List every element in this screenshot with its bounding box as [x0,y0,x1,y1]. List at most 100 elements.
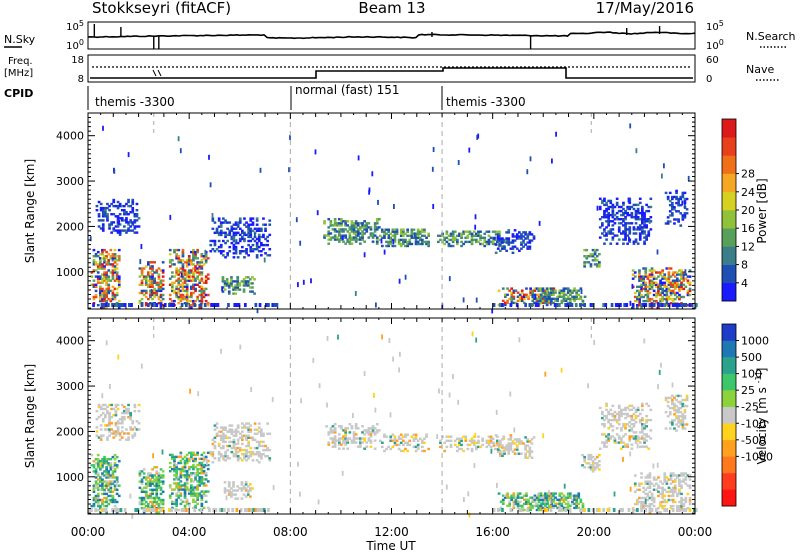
colorbar-tick-label: 8 [741,259,748,272]
echo-cell [96,430,99,432]
echo-cell [346,427,349,429]
echo-speck [326,403,328,408]
echo-cell [682,403,685,405]
echo-cell [107,284,110,286]
echo-cell [540,509,543,511]
echo-cell [507,451,510,453]
echo-cell [493,442,496,444]
echo-cell [653,476,656,478]
echo-cell [205,495,208,497]
echo-cell [138,428,141,430]
echo-cell [110,487,113,489]
echo-cell [131,428,134,430]
echo-cell [443,243,446,245]
echo-speck [208,155,210,160]
echo-cell [674,487,677,489]
echo-cell [160,487,163,489]
echo-cell [657,485,660,487]
echo-cell [446,231,449,233]
echo-cell [669,413,672,415]
echo-cell [119,213,122,215]
echo-cell [616,433,619,435]
echo-speck [653,464,655,469]
echo-cell [264,228,267,230]
echo-cell [355,241,358,243]
echo-cell [601,222,604,224]
echo-cell [363,241,366,243]
cpid-mode-1: themis -3300 [95,95,175,109]
echo-cell [641,429,644,431]
echo-cell [659,480,662,482]
ground-echo [501,303,504,307]
ground-echo [653,303,656,307]
echo-cell [684,427,687,429]
echo-cell [686,423,689,425]
echo-cell [378,429,381,431]
echo-speck [475,338,477,343]
ground-echo [120,508,123,512]
echo-cell [639,413,642,415]
echo-cell [640,476,643,478]
echo-cell [413,229,416,231]
ground-echo [575,303,578,307]
echo-cell [506,287,509,289]
echo-cell [674,485,677,487]
echo-cell [645,403,648,405]
echo-cell [224,242,227,244]
echo-speck [152,453,154,458]
echo-cell [252,437,255,439]
echo-cell [582,503,585,505]
echo-cell [173,460,176,462]
echo-cell [241,246,244,248]
echo-cell [616,243,619,245]
echo-cell [523,298,526,300]
echo-cell [583,263,586,265]
echo-speck [581,289,583,294]
echo-cell [115,414,118,416]
freq-glitch [153,70,161,76]
echo-speck [550,499,552,504]
echo-speck [113,169,115,174]
echo-cell [649,491,652,493]
echo-cell [687,493,690,495]
echo-cell [682,194,685,196]
echo-cell [376,423,379,425]
echo-speck [364,371,366,376]
freq-left-tick-bottom: 8 [78,74,84,85]
echo-speck [223,456,225,461]
ground-echo [204,303,207,307]
echo-cell [645,421,648,423]
echo-speck [433,147,435,152]
echo-cell [234,493,237,495]
ground-echo [583,303,586,307]
echo-cell [475,448,478,450]
ground-echo [217,303,220,307]
colorbar-tick-label: 12 [741,240,755,253]
echo-cell [577,503,580,505]
echo-cell [522,442,525,444]
echo-cell [522,239,525,241]
echo-cell [554,497,557,499]
echo-cell [95,261,98,263]
echo-cell [249,424,252,426]
echo-cell [192,292,195,294]
echo-cell [592,456,595,458]
echo-cell [100,439,103,441]
echo-cell [118,460,121,462]
noise-left-tick-top: 105 [66,19,84,33]
echo-cell [684,214,687,216]
echo-cell [224,487,227,489]
echo-cell [235,246,238,248]
echo-cell [427,448,430,450]
echo-cell [689,478,692,480]
echo-speck [180,148,182,153]
echo-cell [325,425,328,427]
echo-cell [251,286,254,288]
echo-cell [116,489,119,491]
echo-cell [504,304,507,306]
echo-cell [237,455,240,457]
echo-cell [103,267,106,269]
echo-cell [488,243,491,245]
echo-cell [685,478,688,480]
echo-cell [378,218,381,220]
